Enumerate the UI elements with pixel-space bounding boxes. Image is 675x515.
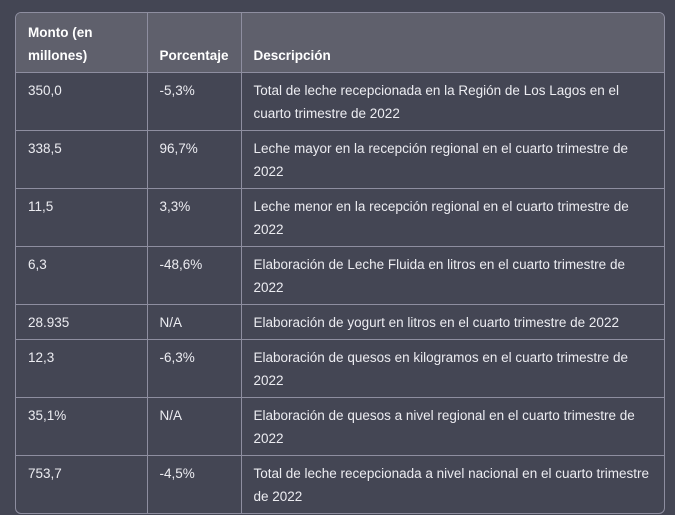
cell-monto: 350,0 bbox=[16, 72, 148, 131]
cell-monto: 28.935 bbox=[16, 304, 148, 340]
cell-monto: 6,3 bbox=[16, 246, 148, 305]
table-row: 753,7 -4,5% Total de leche recepcionada … bbox=[16, 455, 664, 513]
cell-monto: 753,7 bbox=[16, 455, 148, 513]
cell-descripcion: Elaboración de Leche Fluida en litros en… bbox=[241, 246, 664, 305]
header-row: Monto (en millones) Porcentaje Descripci… bbox=[16, 13, 664, 73]
cell-descripcion: Elaboración de yogurt en litros en el cu… bbox=[241, 304, 664, 340]
table-row: 338,5 96,7% Leche mayor en la recepción … bbox=[16, 130, 664, 189]
table-row: 350,0 -5,3% Total de leche recepcionada … bbox=[16, 72, 664, 131]
cell-monto: 338,5 bbox=[16, 130, 148, 189]
cell-descripcion: Total de leche recepcionada a nivel naci… bbox=[253, 466, 649, 504]
cell-descripcion: Leche mayor en la recepción regional en … bbox=[241, 130, 664, 189]
data-table-container: Monto (en millones) Porcentaje Descripci… bbox=[15, 12, 665, 514]
header-porcentaje: Porcentaje bbox=[147, 13, 242, 73]
table-row: 11,5 3,3% Leche menor en la recepción re… bbox=[16, 188, 664, 247]
cell-descripcion: Total de leche recepcionada en la Región… bbox=[241, 72, 664, 131]
cell-descripcion: Elaboración de quesos en kilogramos en e… bbox=[241, 339, 664, 398]
table-row: 28.935 N/A Elaboración de yogurt en litr… bbox=[16, 304, 664, 340]
header-descripcion: Descripción bbox=[241, 13, 664, 73]
cell-porcentaje: -4,5% bbox=[147, 455, 242, 513]
cell-monto: 35,1% bbox=[16, 397, 148, 456]
cell-descripcion: Leche menor en la recepción regional en … bbox=[241, 188, 664, 247]
cell-porcentaje: -48,6% bbox=[147, 246, 242, 305]
cell-monto: 11,5 bbox=[16, 188, 148, 247]
cell-porcentaje: -5,3% bbox=[147, 72, 242, 131]
table-body: 350,0 -5,3% Total de leche recepcionada … bbox=[16, 72, 664, 513]
cell-descripcion: Elaboración de quesos a nivel regional e… bbox=[241, 397, 664, 456]
table-row: 35,1% N/A Elaboración de quesos a nivel … bbox=[16, 397, 664, 456]
table-row: 12,3 -6,3% Elaboración de quesos en kilo… bbox=[16, 339, 664, 398]
table-header: Monto (en millones) Porcentaje Descripci… bbox=[16, 13, 664, 73]
cell-porcentaje: 96,7% bbox=[147, 130, 242, 189]
cell-porcentaje: 3,3% bbox=[147, 188, 242, 247]
cell-monto: 12,3 bbox=[16, 339, 148, 398]
data-table: Monto (en millones) Porcentaje Descripci… bbox=[16, 13, 664, 513]
cell-porcentaje: N/A bbox=[147, 397, 242, 456]
cell-porcentaje: N/A bbox=[147, 304, 242, 340]
table-row: 6,3 -48,6% Elaboración de Leche Fluida e… bbox=[16, 246, 664, 305]
cell-porcentaje: -6,3% bbox=[147, 339, 242, 398]
header-monto: Monto (en millones) bbox=[16, 13, 148, 73]
